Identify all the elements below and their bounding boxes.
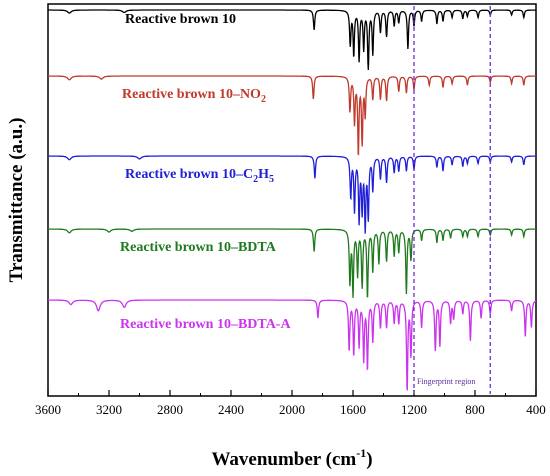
x-tick-label-3600: 3600 <box>35 402 61 417</box>
series-2: Reactive brown 10–NO2 <box>48 75 536 156</box>
series-label: Reactive brown 10–C2H5 <box>125 167 274 185</box>
series-5: Reactive brown 10–BDTA-A <box>48 299 537 391</box>
series-label: Reactive brown 10–BDTA-A <box>120 317 291 332</box>
x-tick-label-1200: 1200 <box>401 402 427 417</box>
x-axis-title: Wavenumber (cm-1) <box>211 446 372 470</box>
series-3: Reactive brown 10–C2H5 <box>48 155 536 234</box>
x-tick-label-800: 800 <box>465 402 485 417</box>
x-axis-ticks: 3600 3200 2800 2400 2000 1600 1200 800 400 <box>35 390 546 417</box>
spectrum-line <box>48 228 536 298</box>
spectrum-line <box>48 9 536 71</box>
series-label: Reactive brown 10–BDTA <box>120 240 277 255</box>
y-axis-title: Transmittance (a.u.) <box>6 118 27 283</box>
spectra: Reactive brown 10 Reactive brown 10–NO2 Re… <box>48 9 537 391</box>
x-tick-label-2000: 2000 <box>279 402 305 417</box>
spectrum-line <box>48 155 536 234</box>
plot-frame <box>47 3 537 397</box>
spectrum-line <box>48 75 536 156</box>
x-tick-label-3200: 3200 <box>96 402 122 417</box>
x-tick-label-400: 400 <box>526 402 546 417</box>
series-label: Reactive brown 10 <box>125 12 236 27</box>
series-1: Reactive brown 10 <box>48 9 536 71</box>
spectrum-line <box>48 299 537 391</box>
x-tick-label-2400: 2400 <box>218 402 244 417</box>
x-tick-label-1600: 1600 <box>340 402 366 417</box>
fingerprint-region-annotation: Fingerprint region <box>413 6 491 394</box>
fingerprint-region-label: Fingerprint region <box>417 377 475 386</box>
x-tick-label-2800: 2800 <box>157 402 183 417</box>
series-label: Reactive brown 10–NO2 <box>122 87 266 105</box>
series-4: Reactive brown 10–BDTA <box>48 228 536 298</box>
